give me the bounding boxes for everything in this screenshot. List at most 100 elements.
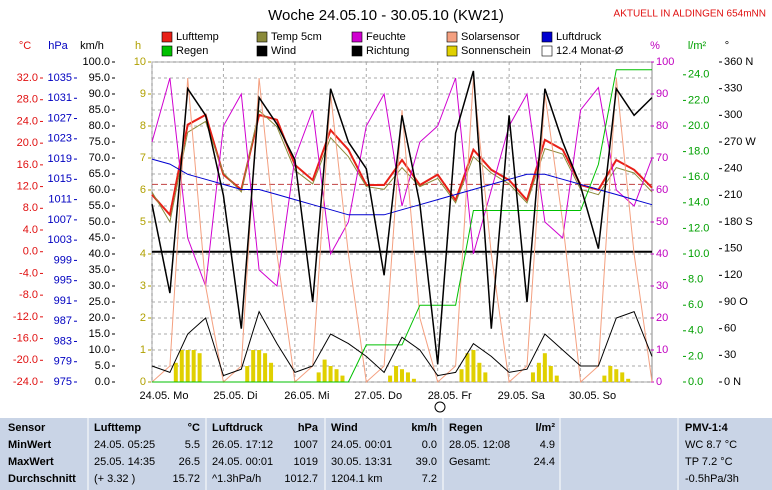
y-tick-label: 30 [724,349,736,361]
y-tick-label: 20.0 [688,120,709,132]
sunshine-bar [471,350,476,382]
sunshine-bar [554,375,559,382]
y-tick-label: 4.0 [23,224,38,236]
table-cell: ^1.3hPa/h [212,473,261,485]
x-tick-label: 29.05. Sa [498,390,546,402]
sunshine-bar [405,372,410,382]
y-tick-label: 0.0 [688,376,703,388]
y-tick-label: -4.0 [19,267,38,279]
sunshine-bar [542,353,547,382]
legend-swatch [541,31,553,43]
series-line [151,70,653,365]
y-tick-label: 9 [140,88,146,100]
table-value: 26.5 [179,456,200,468]
table-value: 7.2 [422,473,437,485]
y-tick-label: 240 [724,163,742,175]
sunshine-bar [536,362,541,382]
sunshine-bar [465,353,470,382]
sunshine-bar [173,362,178,382]
table-cell: 28.05. 12:08 [449,439,510,451]
y-tick-label: -8.0 [19,289,38,301]
series-line [151,109,653,224]
table-cell: -0.5hPa/3h [685,473,739,485]
y-tick-label: 1007 [48,214,72,226]
y-tick-label: 24.0 [17,115,38,127]
y-tick-label: 1019 [48,153,72,165]
table-cell: 24.05. 05:25 [94,439,155,451]
y-tick-label: 50.0 [89,216,110,228]
y-tick-label: 1023 [48,133,72,145]
sunshine-bar [263,353,268,382]
series-line [151,310,653,377]
y-tick-label: 5.0 [95,360,110,372]
sunshine-bar [322,359,327,382]
y-tick-label: -12.0 [13,311,38,323]
y-tick-label: 3 [140,280,146,292]
x-tick-label: 24.05. Mo [140,390,189,402]
axis-title: km/h [80,40,104,52]
sunshine-bar [459,369,464,382]
sunshine-bar [179,350,184,382]
y-tick-label: 4 [140,248,146,260]
legend-swatch [161,45,173,57]
table-cell: 24.05. 00:01 [331,439,392,451]
sunshine-bar [191,350,196,382]
y-tick-label: 995 [54,275,72,287]
x-tick-label: 28.05. Fr [428,390,472,402]
y-tick-label: 28.0 [17,94,38,106]
sunshine-bar [328,366,333,382]
y-tick-label: 10.0 [89,344,110,356]
sunshine-bar [548,366,553,382]
sunshine-bar [483,372,488,382]
y-tick-label: 90 [656,88,668,100]
sunshine-bar [626,378,631,382]
sunshine-bar [477,362,482,382]
y-tick-label: 18.0 [688,146,709,158]
y-tick-label: 40 [656,248,668,260]
y-tick-label: -20.0 [13,354,38,366]
table-value: 4.9 [540,439,555,451]
y-tick-label: 10 [656,344,668,356]
axis-title: l/m² [688,40,707,52]
y-tick-label: 60 [724,323,736,335]
stats-table: Sensor MinWert MaxWert Durchschnitt Lufttemp… [8,418,739,490]
y-tick-label: 90.0 [89,88,110,100]
legend-label: Solarsensor [461,31,520,43]
y-tick-label: 0 [140,376,146,388]
y-tick-label: 975 [54,376,72,388]
axis-title: °C [19,40,31,52]
legend-swatch [256,31,268,43]
y-tick-label: 70 [656,152,668,164]
y-tick-label: 1003 [48,234,72,246]
y-tick-label: 80.0 [89,120,110,132]
y-tick-label: 0 N [724,376,741,388]
table-value: 0.0 [422,439,437,451]
y-tick-label: 330 [724,83,742,95]
legend-swatch [446,31,458,43]
plot: °C -24.0 -20.0 -16.0 -12.0 -8.0 -4.0 0.0 4.0 8.0 1… [13,31,756,402]
legend-swatch [161,31,173,43]
chart-title: Woche 24.05.10 - 30.05.10 (KW21) [268,7,504,24]
sunshine-bar [197,353,202,382]
legend-swatch [351,45,363,57]
table-cell: Durchschnitt [8,473,76,485]
y-tick-label: -24.0 [13,376,38,388]
x-tick-label: 25.05. Di [213,390,257,402]
table-value: 39.0 [416,456,437,468]
y-tick-label: 20.0 [17,137,38,149]
y-tick-label: 12.0 [17,180,38,192]
series-line [151,113,653,217]
axis-title: ° [725,40,729,52]
axis-title: hPa [48,40,68,52]
legend-label: Regen [176,45,208,57]
sunshine-bar [185,350,190,382]
table-value: 1019 [294,456,318,468]
series-line [151,77,653,287]
table-value: 5.5 [185,439,200,451]
y-tick-label: 50 [656,216,668,228]
y-tick-label: 20.0 [89,312,110,324]
y-tick-label: -16.0 [13,332,38,344]
y-tick-label: 360 N [724,56,753,68]
sunshine-bar [316,372,321,382]
